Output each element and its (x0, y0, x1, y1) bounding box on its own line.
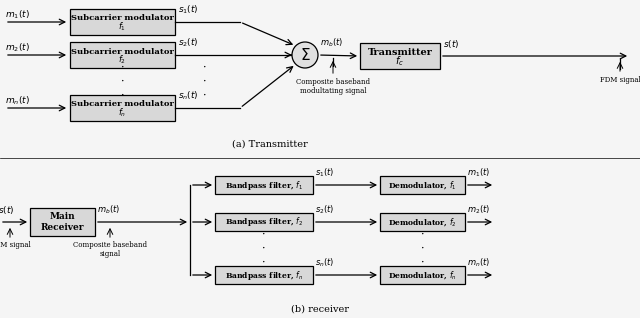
Text: Bandpass filter, $f_2$: Bandpass filter, $f_2$ (225, 216, 303, 229)
Bar (380, 213, 465, 231)
Text: Bandpass filter, $f_1$: Bandpass filter, $f_1$ (225, 178, 303, 191)
Bar (215, 266, 313, 284)
Text: $m_1(t)$: $m_1(t)$ (5, 9, 30, 21)
Text: FDM signal: FDM signal (0, 241, 30, 249)
Text: Composite baseband
modultating signal: Composite baseband modultating signal (296, 78, 370, 95)
Text: Composite baseband
signal: Composite baseband signal (73, 241, 147, 258)
Text: Demodulator, $f_n$: Demodulator, $f_n$ (388, 269, 457, 281)
Circle shape (292, 42, 318, 68)
Text: $f_1$: $f_1$ (118, 21, 127, 33)
Text: Demodulator, $f_1$: Demodulator, $f_1$ (388, 179, 457, 191)
Text: (a) Transmitter: (a) Transmitter (232, 140, 308, 149)
Bar (70, 95, 175, 121)
Text: $s_1(t)$: $s_1(t)$ (178, 3, 199, 16)
Text: Subcarrier modulator: Subcarrier modulator (71, 47, 174, 56)
Text: Subcarrier modulator: Subcarrier modulator (71, 100, 174, 108)
Bar (30, 208, 95, 236)
Text: $f_n$: $f_n$ (118, 107, 127, 119)
Text: $m_2(t)$: $m_2(t)$ (467, 204, 490, 216)
Text: $s(t)$: $s(t)$ (443, 38, 460, 50)
Text: ·
·
·: · · · (262, 230, 266, 267)
Bar (380, 266, 465, 284)
Text: (b) receiver: (b) receiver (291, 305, 349, 314)
Text: $s_1(t)$: $s_1(t)$ (315, 167, 335, 179)
Text: $\Sigma$: $\Sigma$ (300, 47, 310, 63)
Text: FDM signal: FDM signal (600, 76, 640, 84)
Text: Subcarrier modulator: Subcarrier modulator (71, 15, 174, 23)
Text: ·
·
·: · · · (420, 230, 424, 267)
Text: $f_c$: $f_c$ (396, 54, 404, 68)
Bar (360, 43, 440, 69)
Bar (70, 42, 175, 68)
Text: $f_2$: $f_2$ (118, 54, 127, 66)
Text: $s_2(t)$: $s_2(t)$ (178, 37, 199, 49)
Bar (215, 213, 313, 231)
Bar (380, 176, 465, 194)
Text: $s_2(t)$: $s_2(t)$ (315, 204, 335, 216)
Text: $m_1(t)$: $m_1(t)$ (467, 167, 490, 179)
Text: ·
·
·: · · · (121, 63, 124, 100)
Text: $m_b(t)$: $m_b(t)$ (320, 37, 343, 49)
Text: Transmitter: Transmitter (367, 48, 433, 57)
Text: $s_n(t)$: $s_n(t)$ (315, 257, 335, 269)
Bar (70, 9, 175, 35)
Text: $m_n(t)$: $m_n(t)$ (467, 257, 490, 269)
Bar (215, 176, 313, 194)
Text: ·
·
·: · · · (204, 63, 207, 100)
Text: $m_2(t)$: $m_2(t)$ (5, 42, 30, 54)
Text: Bandpass filter, $f_n$: Bandpass filter, $f_n$ (225, 268, 303, 281)
Text: $s(t)$: $s(t)$ (0, 204, 15, 216)
Text: Demodulator, $f_2$: Demodulator, $f_2$ (388, 216, 457, 228)
Text: Main
Receiver: Main Receiver (41, 212, 84, 232)
Text: $s_n(t)$: $s_n(t)$ (178, 89, 198, 102)
Text: $m_b(t)$: $m_b(t)$ (97, 204, 120, 216)
Text: $m_n(t)$: $m_n(t)$ (5, 94, 30, 107)
